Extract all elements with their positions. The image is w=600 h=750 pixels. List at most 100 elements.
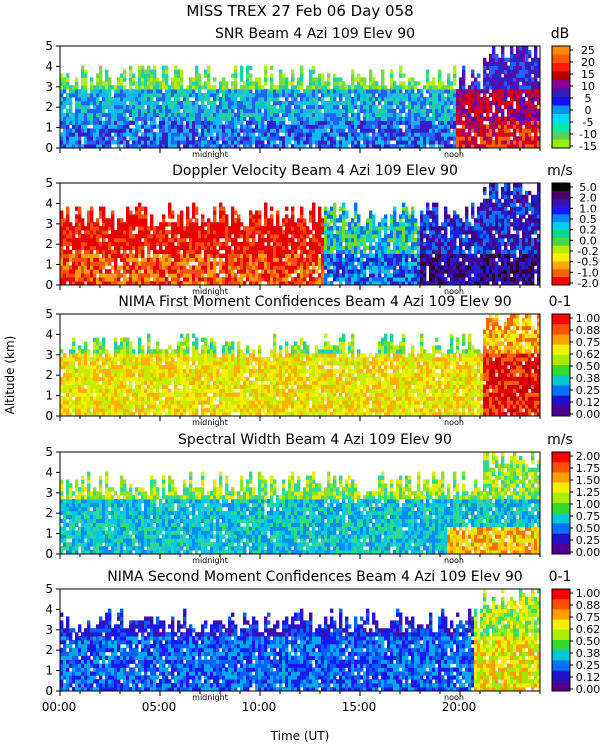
colorbar-segment bbox=[552, 261, 570, 269]
colorbar-segment bbox=[552, 131, 570, 140]
panel-3: NIMA First Moment Confidences Beam 4 Azi… bbox=[45, 294, 600, 427]
colorbar-segment bbox=[552, 334, 570, 345]
colorbar-segment bbox=[552, 365, 570, 376]
colorbar-segment bbox=[552, 650, 570, 661]
colorbar-segment bbox=[552, 513, 570, 524]
colorbar-segment bbox=[552, 640, 570, 651]
noon-marker: noon bbox=[444, 418, 464, 427]
midnight-marker: midnight bbox=[192, 693, 228, 702]
colorbar-segment bbox=[552, 324, 570, 335]
colorbar: 2.001.751.501.251.000.750.500.250.00 bbox=[552, 450, 600, 559]
colorbar-segment bbox=[552, 660, 570, 671]
heatmap-field bbox=[60, 183, 540, 285]
y-tick-label: 1 bbox=[45, 527, 53, 541]
y-tick-label: 2 bbox=[45, 643, 53, 657]
y-tick-label: 2 bbox=[45, 506, 53, 520]
panel-title: SNR Beam 4 Azi 109 Elev 90 bbox=[215, 26, 415, 42]
colorbar-label: 0.00 bbox=[576, 546, 600, 559]
y-tick-label: 1 bbox=[45, 121, 53, 135]
colorbar-label: -2.0 bbox=[577, 277, 598, 290]
y-tick-label: 3 bbox=[45, 217, 53, 231]
heatmap-field bbox=[60, 46, 540, 148]
panel-5: NIMA Second Moment Confidences Beam 4 Az… bbox=[45, 569, 600, 702]
colorbar-segment bbox=[552, 254, 570, 262]
y-tick-label: 4 bbox=[45, 602, 53, 616]
y-tick-label: 3 bbox=[45, 623, 53, 637]
colorbar-segment bbox=[552, 222, 570, 230]
colorbar-segment bbox=[552, 55, 570, 64]
y-tick-label: 0 bbox=[45, 141, 53, 155]
colorbar-segment bbox=[552, 314, 570, 325]
midnight-marker: midnight bbox=[192, 418, 228, 427]
colorbar-segment bbox=[552, 72, 570, 81]
y-tick-label: 3 bbox=[45, 80, 53, 94]
colorbar-segment bbox=[552, 199, 570, 207]
colorbar-segment bbox=[552, 503, 570, 514]
panel-1: SNR Beam 4 Azi 109 Elev 90 dB 0 1 2 3 4 5 midnig… bbox=[45, 26, 597, 159]
colorbar-segment bbox=[552, 462, 570, 473]
colorbar-segment bbox=[552, 523, 570, 534]
panel-title: Doppler Velocity Beam 4 Azi 109 Elev 90 bbox=[172, 163, 458, 179]
colorbar-segment bbox=[552, 609, 570, 620]
colorbar: 1.000.880.750.620.500.380.250.120.00 bbox=[552, 587, 600, 696]
panel-title: Spectral Width Beam 4 Azi 109 Elev 90 bbox=[178, 432, 452, 448]
colorbar-segment bbox=[552, 472, 570, 483]
colorbar-segment bbox=[552, 681, 570, 692]
unit-label: 0-1 bbox=[549, 294, 572, 310]
radar-figure: MISS TREX 27 Feb 06 Day 058 Altitude (km… bbox=[0, 0, 600, 750]
colorbar-segment bbox=[552, 630, 570, 641]
y-tick-label: 5 bbox=[45, 582, 53, 596]
panel-4: Spectral Width Beam 4 Azi 109 Elev 90 m/s… bbox=[45, 432, 600, 565]
unit-label: m/s bbox=[547, 432, 573, 448]
heatmap-field bbox=[60, 589, 540, 691]
panel-2: Doppler Velocity Beam 4 Azi 109 Elev 90 m… bbox=[45, 163, 598, 296]
y-tick-label: 5 bbox=[45, 307, 53, 321]
colorbar-segment bbox=[552, 106, 570, 115]
x-axis-label: Time (UT) bbox=[270, 729, 330, 743]
colorbar-segment bbox=[552, 452, 570, 463]
colorbar-segment bbox=[552, 80, 570, 89]
colorbar-segment bbox=[552, 534, 570, 545]
panels: SNR Beam 4 Azi 109 Elev 90 dB 0 1 2 3 4 5 midnig… bbox=[42, 26, 600, 714]
x-tick-label: 20:00 bbox=[442, 700, 477, 714]
colorbar-segment bbox=[552, 140, 570, 149]
y-tick-label: 0 bbox=[45, 684, 53, 698]
colorbar: 5.02.01.00.50.20.0-0.2-0.5-1.0-2.0 bbox=[552, 181, 599, 290]
y-tick-label: 3 bbox=[45, 486, 53, 500]
x-tick-label: 15:00 bbox=[342, 700, 377, 714]
y-tick-label: 1 bbox=[45, 389, 53, 403]
colorbar-segment bbox=[552, 114, 570, 123]
colorbar-segment bbox=[552, 230, 570, 238]
colorbar-segment bbox=[552, 493, 570, 504]
y-tick-label: 5 bbox=[45, 176, 53, 190]
heatmap-field bbox=[60, 452, 540, 554]
y-tick-label: 0 bbox=[45, 547, 53, 561]
y-tick-label: 4 bbox=[45, 59, 53, 73]
unit-label: dB bbox=[551, 26, 570, 42]
colorbar-segment bbox=[552, 89, 570, 98]
colorbar-segment bbox=[552, 396, 570, 407]
midnight-marker: midnight bbox=[192, 556, 228, 565]
x-tick-label: 05:00 bbox=[142, 700, 177, 714]
midnight-marker: midnight bbox=[192, 150, 228, 159]
x-tick-label: 00:00 bbox=[42, 700, 77, 714]
colorbar-label: 0.00 bbox=[576, 408, 600, 421]
x-tick-label: 10:00 bbox=[242, 700, 277, 714]
heatmap-field bbox=[60, 314, 540, 416]
y-tick-label: 2 bbox=[45, 100, 53, 114]
colorbar-segment bbox=[552, 385, 570, 396]
y-tick-label: 0 bbox=[45, 409, 53, 423]
colorbar-segment bbox=[552, 269, 570, 277]
y-tick-label: 5 bbox=[45, 39, 53, 53]
colorbar: 1.000.880.750.620.500.380.250.120.00 bbox=[552, 312, 600, 421]
colorbar-segment bbox=[552, 355, 570, 366]
colorbar-segment bbox=[552, 207, 570, 215]
colorbar-segment bbox=[552, 345, 570, 356]
noon-marker: noon bbox=[444, 556, 464, 565]
figure-title: MISS TREX 27 Feb 06 Day 058 bbox=[186, 2, 413, 20]
colorbar-segment bbox=[552, 599, 570, 610]
y-tick-label: 3 bbox=[45, 348, 53, 362]
unit-label: 0-1 bbox=[549, 569, 572, 585]
colorbar-label: -15 bbox=[579, 140, 597, 153]
